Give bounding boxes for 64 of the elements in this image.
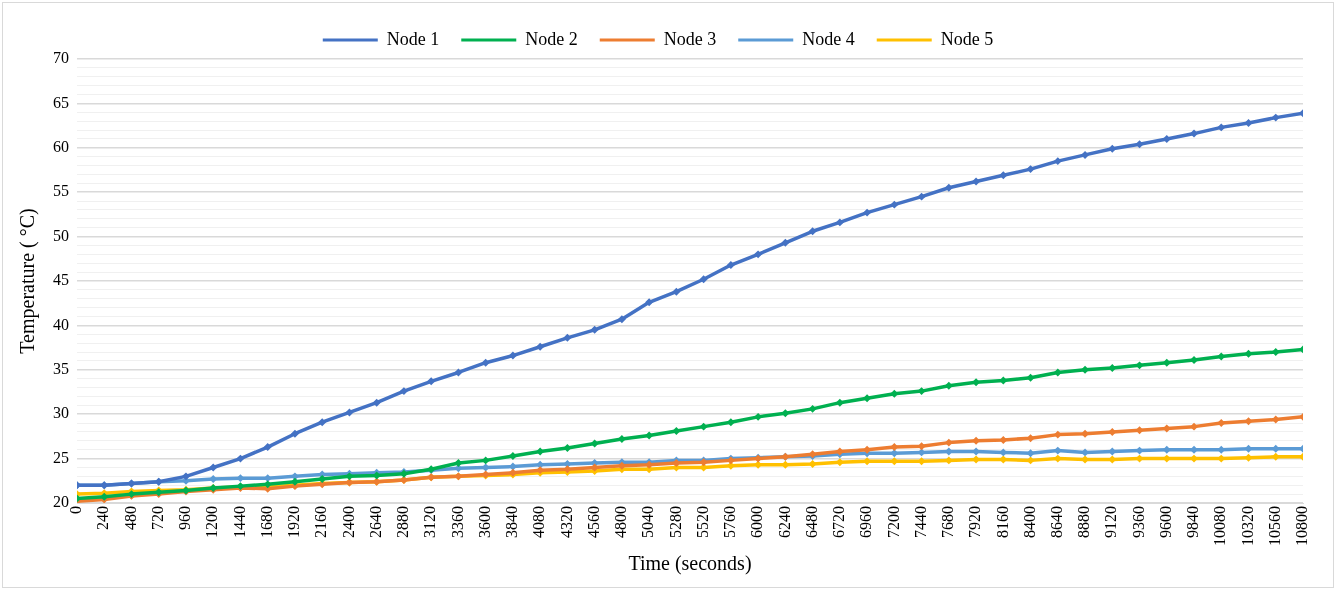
x-tick-label: 4320 — [557, 506, 575, 538]
x-tick-label: 7200 — [884, 506, 902, 538]
x-tick-label: 3840 — [503, 506, 521, 538]
x-tick-label: 7440 — [911, 506, 929, 538]
y-tick-label: 40 — [53, 315, 69, 333]
x-tick-label: 480 — [121, 506, 139, 530]
legend-label: Node 5 — [940, 28, 994, 49]
y-tick-label: 25 — [53, 448, 69, 466]
y-tick-label: 30 — [53, 404, 69, 422]
x-tick-label: 10560 — [1265, 506, 1283, 546]
x-tick-label: 6960 — [857, 506, 875, 538]
x-tick-label: 720 — [148, 506, 166, 530]
x-tick-label: 6480 — [802, 506, 820, 538]
x-tick-label: 4560 — [584, 506, 602, 538]
x-tick-label: 4800 — [612, 506, 630, 538]
y-tick-label: 55 — [53, 182, 69, 200]
x-tick-label: 4080 — [530, 506, 548, 538]
x-tick-label: 1440 — [230, 506, 248, 538]
x-tick-label: 960 — [176, 506, 194, 530]
x-tick-label: 3600 — [475, 506, 493, 538]
x-tick-label: 10800 — [1293, 506, 1311, 546]
x-tick-label: 10080 — [1211, 506, 1229, 546]
x-tick-label: 6000 — [748, 506, 766, 538]
x-tick-label: 5520 — [693, 506, 711, 538]
legend-label: Node 1 — [386, 28, 440, 49]
x-tick-label: 7680 — [939, 506, 957, 538]
legend-label: Node 3 — [663, 28, 717, 49]
y-tick-label: 45 — [53, 271, 69, 289]
x-tick-label: 5280 — [666, 506, 684, 538]
legend-label: Node 4 — [802, 28, 855, 49]
x-tick-label: 9840 — [1184, 506, 1202, 538]
x-tick-label: 6720 — [830, 506, 848, 538]
x-tick-label: 1920 — [285, 506, 303, 538]
x-tick-label: 7920 — [966, 506, 984, 538]
legend-label: Node 2 — [525, 28, 578, 49]
x-tick-label: 8400 — [1020, 506, 1038, 538]
x-tick-label: 2640 — [366, 506, 384, 538]
x-tick-label: 5040 — [639, 506, 657, 538]
y-axis-title: Temperature ( °C) — [16, 208, 40, 354]
x-tick-label: 9600 — [1156, 506, 1174, 538]
x-tick-label: 3120 — [421, 506, 439, 538]
x-tick-label: 10320 — [1238, 506, 1256, 546]
x-tick-label: 8640 — [1048, 506, 1065, 538]
x-tick-label: 9360 — [1129, 506, 1147, 538]
x-tick-label: 8880 — [1075, 506, 1093, 538]
x-tick-label: 240 — [94, 506, 112, 530]
x-tick-label: 1200 — [203, 506, 221, 538]
x-tick-label: 2880 — [394, 506, 412, 538]
x-tick-label: 1680 — [257, 506, 275, 538]
y-tick-label: 60 — [53, 138, 69, 155]
y-tick-label: 20 — [53, 493, 69, 511]
x-tick-label: 9120 — [1102, 506, 1120, 538]
y-tick-label: 35 — [53, 360, 69, 377]
x-tick-label: 2160 — [312, 506, 330, 538]
y-tick-label: 65 — [53, 93, 69, 111]
x-tick-label: 2400 — [339, 506, 357, 538]
y-tick-label: 70 — [53, 49, 69, 67]
x-tick-label: 6240 — [775, 506, 793, 538]
x-tick-label: 3360 — [448, 506, 466, 538]
x-tick-label: 5760 — [721, 506, 739, 538]
x-tick-label: 0 — [67, 506, 85, 514]
y-tick-label: 50 — [53, 226, 69, 244]
x-axis-title: Time (seconds) — [628, 552, 752, 576]
x-tick-label: 8160 — [993, 506, 1011, 538]
